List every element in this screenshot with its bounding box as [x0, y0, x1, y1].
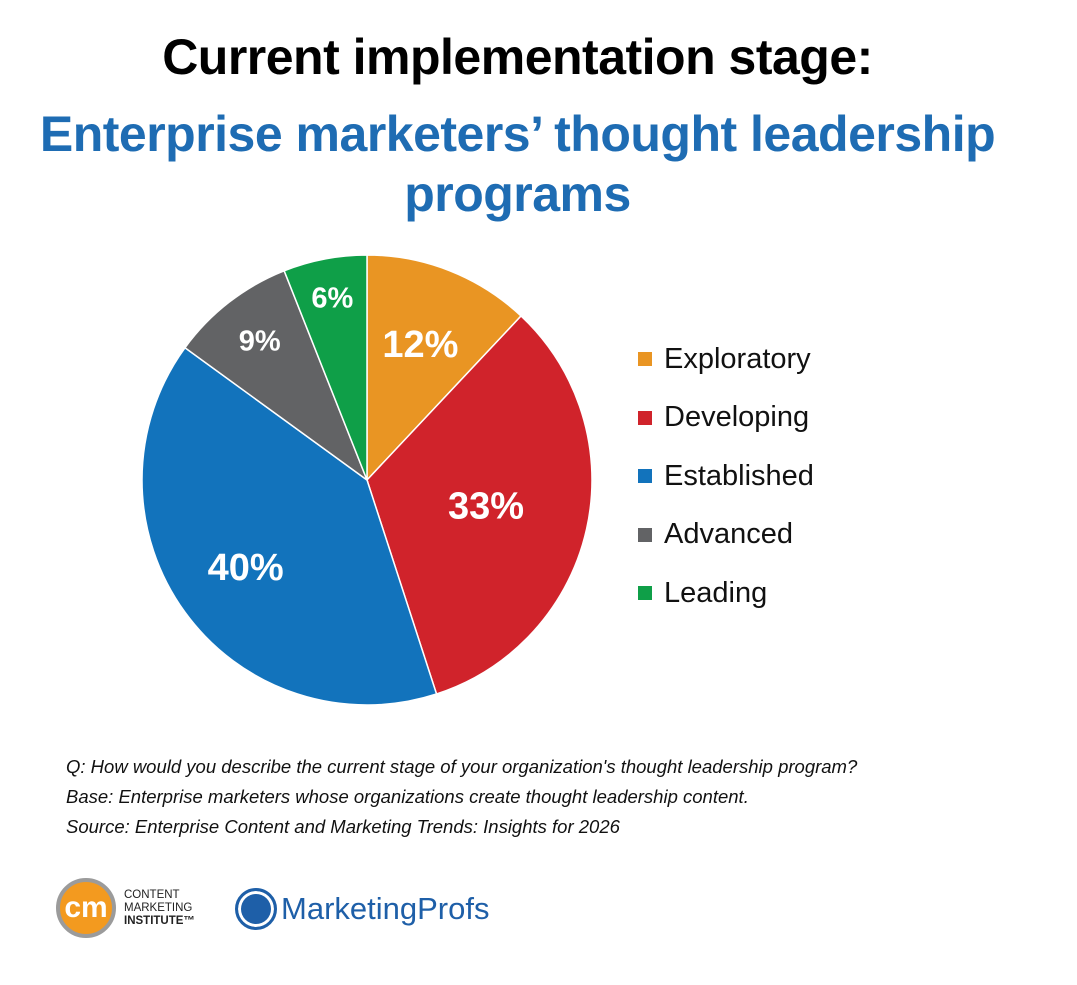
data-label-advanced: 9% [239, 326, 281, 358]
data-label-leading: 6% [311, 282, 353, 314]
legend-item-leading: Leading [638, 564, 814, 623]
bird-icon [235, 888, 277, 930]
legend-swatch [638, 352, 652, 367]
legend: Exploratory Developing Established Advanced… [638, 330, 814, 623]
cmi-logo-mark: cm [56, 878, 116, 938]
pie-slice-established [141, 346, 438, 706]
legend-label: Established [664, 459, 814, 492]
base-note: Base: Enterprise marketers whose organiz… [66, 786, 749, 807]
cmi-logo-text: MARKETING [124, 901, 193, 914]
cmi-logo-text: CONTENT [124, 888, 180, 901]
pie-slice-developing [366, 314, 593, 695]
cmi-logo: cm CONTENT MARKETING INSTITUTE™ [56, 878, 195, 938]
legend-label: Advanced [664, 518, 793, 551]
legend-item-developing: Developing [638, 389, 814, 448]
source-note: Source: Enterprise Content and Marketing… [66, 816, 620, 837]
chart-title: Current implementation stage: [162, 29, 873, 85]
pie-slice-exploratory [366, 254, 523, 482]
data-label-exploratory: 12% [382, 324, 458, 366]
pie-slice-leading [283, 254, 368, 481]
pie-slice-advanced [183, 269, 369, 483]
legend-item-established: Established [638, 447, 814, 506]
data-label-established: 40% [208, 547, 284, 589]
question-note: Q: How would you describe the current st… [66, 756, 858, 777]
legend-swatch [638, 410, 652, 425]
legend-swatch [638, 527, 652, 542]
legend-item-exploratory: Exploratory [638, 330, 814, 389]
chart-notes: Q: How would you describe the current st… [66, 752, 857, 842]
cmi-logo-text: INSTITUTE™ [124, 914, 195, 927]
legend-swatch [638, 586, 652, 601]
data-label-developing: 33% [448, 486, 524, 528]
legend-label: Leading [664, 576, 768, 609]
legend-item-advanced: Advanced [638, 506, 814, 565]
legend-swatch [638, 469, 652, 484]
legend-label: Developing [664, 401, 810, 434]
marketingprofs-logo-text: MarketingProfs [281, 891, 490, 926]
chart-subtitle: Enterprise marketers’ thought leadership… [39, 106, 996, 222]
marketingprofs-logo: MarketingProfs [235, 888, 489, 930]
legend-label: Exploratory [664, 342, 811, 375]
